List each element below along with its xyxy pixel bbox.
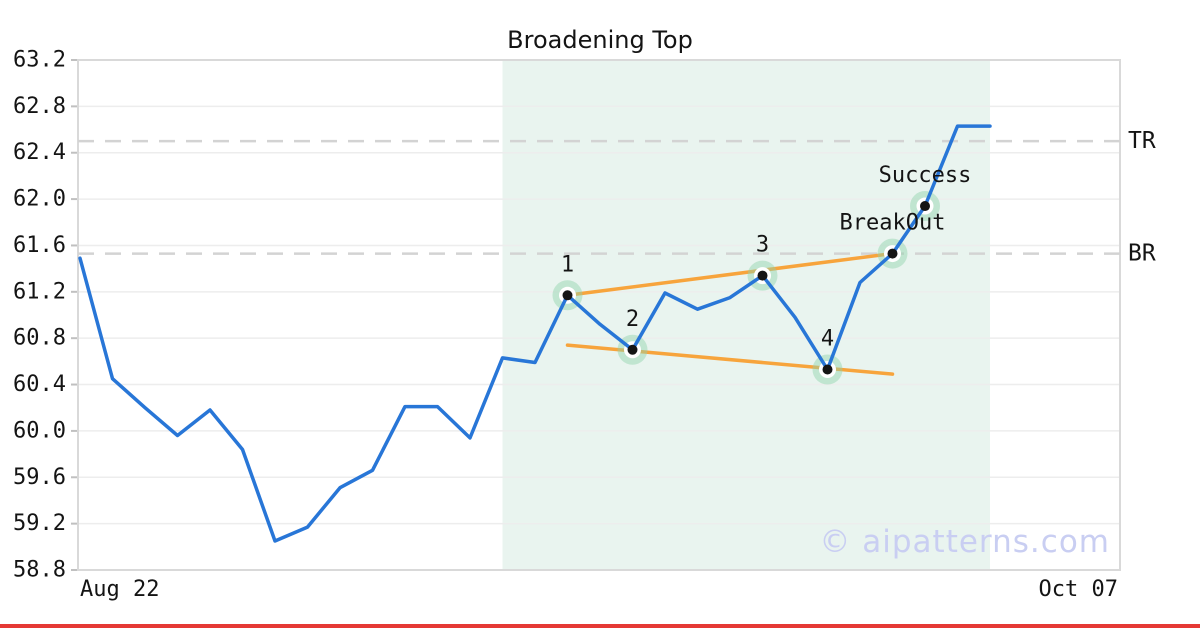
marker-label-BreakOut: BreakOut — [840, 211, 946, 236]
marker-label-4: 4 — [821, 326, 834, 351]
y-tick-label: 59.2 — [13, 511, 66, 536]
marker-dot-3 — [757, 270, 768, 281]
marker-label-Success: Success — [879, 163, 972, 188]
y-tick-label: 62.0 — [13, 187, 66, 212]
y-tick-label: 60.8 — [13, 326, 66, 351]
marker-dot-Success — [920, 201, 930, 212]
y-tick-label: 61.2 — [13, 279, 66, 304]
lower-broadening-line — [565, 343, 895, 376]
level-label-BR: BR — [1128, 241, 1156, 267]
y-tick-label: 59.6 — [13, 465, 66, 490]
pattern-region — [502, 60, 990, 570]
watermark: © aipatterns.com — [819, 524, 1110, 560]
y-tick-label: 62.8 — [13, 94, 66, 119]
y-tick-label: 60.4 — [13, 372, 66, 397]
y-tick-label: 63.2 — [13, 48, 66, 73]
marker-dot-1 — [562, 290, 573, 301]
x-axis-label-end: Oct 07 — [1038, 577, 1118, 602]
price-line — [78, 124, 992, 543]
plot-border — [77, 59, 1121, 571]
bottom-accent-bar — [0, 624, 1200, 628]
marker-dot-BreakOut — [887, 248, 898, 259]
y-tick-label: 60.0 — [13, 418, 66, 443]
x-axis-label-start: Aug 22 — [80, 577, 160, 602]
marker-dot-2 — [627, 344, 638, 355]
marker-label-3: 3 — [756, 233, 769, 258]
chart-title: Broadening Top — [507, 26, 693, 54]
level-label-TR: TR — [1128, 128, 1156, 154]
upper-broadening-line — [565, 251, 895, 298]
y-tick-label: 58.8 — [13, 558, 66, 583]
marker-label-2: 2 — [626, 307, 639, 332]
marker-label-1: 1 — [561, 252, 574, 277]
y-tick-label: 61.6 — [13, 233, 66, 258]
marker-dot-4 — [822, 364, 833, 375]
y-tick-label: 62.4 — [13, 140, 66, 165]
